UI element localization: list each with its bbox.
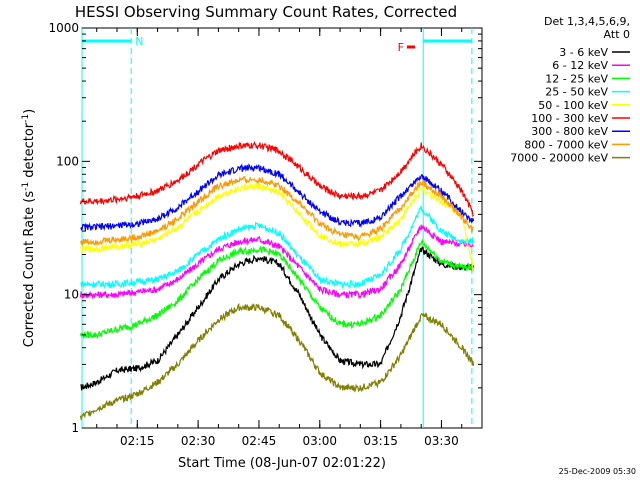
legend-label-6: 300 - 800 keV [531,125,608,138]
legend-label-2: 12 - 25 keV [545,72,608,85]
y-axis-label-sup-2: -1 [21,114,31,123]
series-line-8 [79,302,475,421]
legend-header: Det 1,3,4,5,6,9, Att 0 [544,15,630,41]
y-axis-label-middle: detector [22,122,37,182]
x-axis-label: Start Time (08-Jun-07 02:01:22) [178,456,386,471]
legend-label-7: 800 - 7000 keV [524,138,608,151]
y-tick-label-1: 10 [64,288,79,302]
legend-label-4: 50 - 100 keV [538,99,608,112]
axis-ticks: 1 10 100 1000 02:15 02:30 02:45 03:00 03:15 03:30 [48,21,482,448]
legend-header-line-2: Att 0 [604,28,630,41]
x-tick-label-4: 03:15 [363,434,398,448]
legend-label-5: 100 - 300 keV [531,112,608,125]
series-line-2 [79,238,475,340]
date-stamp: 25-Dec-2009 05:30 [559,467,636,476]
y-tick-label-3: 1000 [48,21,79,35]
series-lines [79,140,475,421]
y-axis-label: Corrected Count Rate (s-1 detector-1) [21,109,37,347]
series-line-5 [79,140,474,218]
series-line-4 [79,181,475,273]
series-line-1 [79,224,474,300]
series-line-7 [79,175,474,247]
legend-label-0: 3 - 6 keV [559,46,608,59]
y-tick-label-0: 1 [71,421,79,435]
legend-label-8: 7000 - 20000 keV [510,152,608,165]
legend-label-1: 6 - 12 keV [552,59,608,72]
legend-header-line-1: Det 1,3,4,5,6,9, [544,15,630,28]
y-tick-label-2: 100 [56,154,79,168]
y-axis-label-start: Corrected Count Rate (s [22,191,37,348]
series-line-3 [80,205,475,290]
series-line-6 [80,163,475,231]
legend-label-3: 25 - 50 keV [545,86,608,99]
x-tick-label-1: 02:30 [181,434,216,448]
chart-title: HESSI Observing Summary Count Rates, Cor… [75,3,457,21]
flag-label-0: N [135,35,143,48]
x-tick-label-3: 03:00 [302,434,337,448]
flag-label-1: F [398,41,404,54]
x-tick-label-2: 02:45 [242,434,277,448]
y-axis-label-end: ) [22,109,37,114]
y-axis-label-sup-1: -1 [21,182,31,191]
series-line-0 [80,246,475,391]
x-tick-label-5: 03:30 [424,434,459,448]
x-tick-label-0: 02:15 [120,434,155,448]
